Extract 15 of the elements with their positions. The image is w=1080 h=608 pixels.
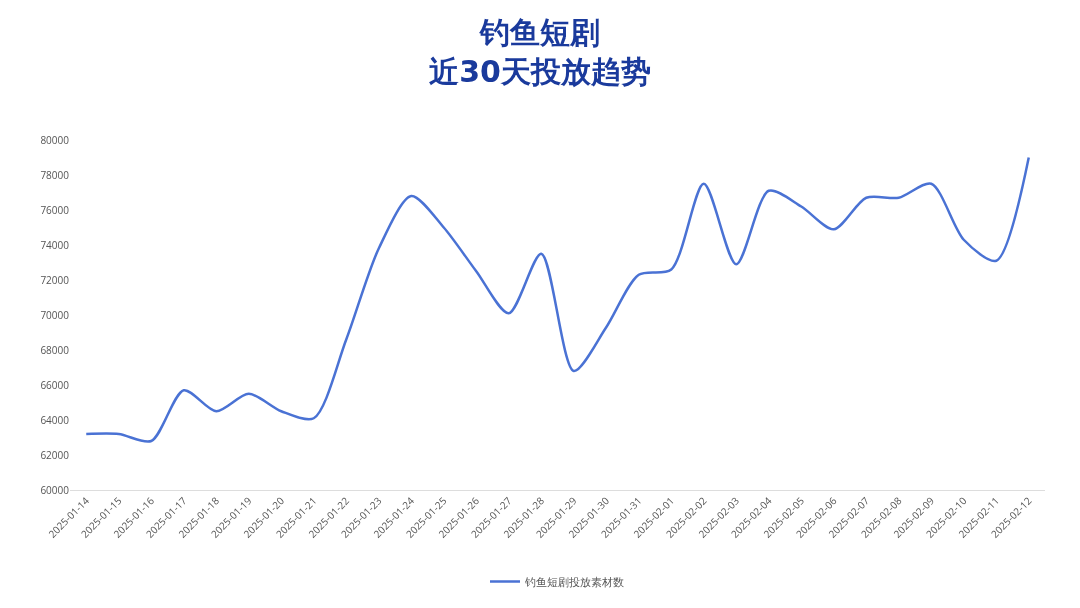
y-tick-label: 72000 (40, 272, 70, 287)
y-tick-label: 62000 (40, 447, 70, 462)
y-tick-label: 66000 (40, 377, 70, 392)
y-tick-label: 74000 (40, 237, 70, 252)
y-tick-label: 70000 (40, 307, 70, 322)
y-tick-label: 60000 (40, 482, 70, 497)
chart-title: 钓鱼短剧 (478, 14, 600, 50)
legend-label: 钓鱼短剧投放素材数 (524, 573, 624, 589)
line-series (85, 156, 1030, 443)
y-tick-label: 80000 (40, 132, 70, 147)
y-tick-label: 68000 (40, 342, 70, 357)
y-tick-label: 76000 (40, 202, 70, 217)
y-tick-label: 78000 (40, 167, 70, 182)
y-tick-label: 64000 (40, 412, 70, 427)
chart-subtitle: 近30天投放趋势 (429, 53, 651, 89)
